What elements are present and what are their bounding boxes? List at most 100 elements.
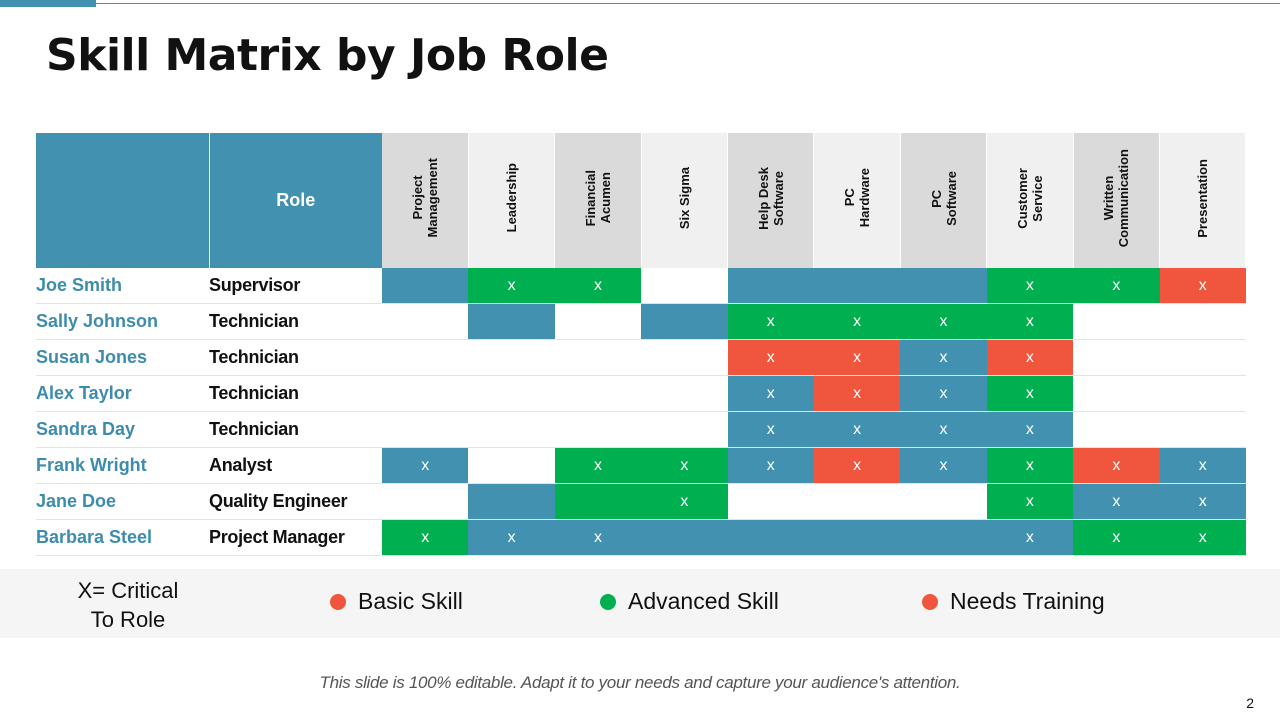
employee-role: Analyst — [209, 447, 382, 484]
skill-header-six-sigma: Six Sigma — [641, 133, 729, 268]
table-row: Alex Taylor Technician x x x x — [36, 375, 1246, 412]
skill-cell: x — [641, 483, 728, 520]
skill-cell: x — [986, 303, 1074, 340]
skill-cell — [382, 268, 469, 304]
employee-role: Quality Engineer — [209, 483, 382, 520]
employee-role: Project Manager — [209, 519, 382, 556]
skill-cell: x — [468, 519, 555, 556]
skill-cell — [1159, 303, 1246, 340]
skill-cell: x — [1073, 268, 1160, 304]
skill-cell — [382, 303, 469, 340]
legend-basic-label: Basic Skill — [358, 588, 463, 614]
header-row: Role Project Management Leadership Finan… — [36, 133, 1247, 268]
skill-cell — [1159, 339, 1246, 376]
skill-cell — [641, 519, 728, 556]
skill-cell: x — [1073, 447, 1160, 484]
employee-role: Technician — [209, 375, 382, 412]
skill-cell: x — [813, 339, 901, 376]
skill-cell — [900, 483, 987, 520]
table-row: Barbara Steel Project Manager x x x x x x — [36, 519, 1246, 556]
critical-note-text: X= Critical To Role — [77, 578, 179, 632]
skill-cell: x — [1159, 483, 1246, 520]
legend-band — [0, 569, 1280, 638]
skill-cell: x — [986, 447, 1074, 484]
skill-cell — [382, 339, 469, 376]
corner-header-cell — [36, 133, 210, 268]
role-column-header: Role — [209, 133, 382, 268]
legend-needs-training: Needs Training — [922, 588, 1105, 615]
skill-cell: x — [554, 268, 642, 304]
employee-name: Frank Wright — [36, 447, 209, 484]
skill-cell: x — [813, 303, 901, 340]
skill-cell: x — [554, 447, 642, 484]
employee-name: Alex Taylor — [36, 375, 209, 412]
employee-role: Technician — [209, 339, 382, 376]
employee-name: Sandra Day — [36, 411, 209, 448]
skill-cell: x — [382, 519, 469, 556]
skill-cell — [554, 483, 642, 520]
skill-cell: x — [727, 447, 814, 484]
legend-basic-skill: Basic Skill — [330, 588, 463, 615]
table-row: Jane Doe Quality Engineer x x x x — [36, 483, 1246, 520]
skill-cell — [468, 483, 555, 520]
skill-cell — [1073, 375, 1160, 412]
critical-note: X= Critical To Role — [58, 576, 198, 634]
skill-cell — [468, 447, 555, 484]
skill-cell: x — [813, 375, 901, 412]
skill-cell — [554, 303, 642, 340]
legend-dot-advanced — [600, 593, 616, 610]
top-accent-bar — [0, 0, 96, 7]
skill-header-project-management: Project Management — [382, 133, 469, 268]
skill-cell: x — [900, 375, 987, 412]
skill-matrix-table: Role Project Management Leadership Finan… — [36, 133, 1247, 556]
skill-header-financial-acumen: Financial Acumen — [554, 133, 642, 268]
skill-cell — [1073, 339, 1160, 376]
skill-cell: x — [986, 268, 1074, 304]
skill-cell — [813, 519, 901, 556]
legend-dot-training — [922, 593, 938, 610]
skill-cell: x — [813, 411, 901, 448]
skill-cell — [1073, 303, 1160, 340]
skill-cell: x — [1159, 268, 1246, 304]
skill-cell — [382, 483, 469, 520]
table-row: Susan Jones Technician x x x x — [36, 339, 1246, 376]
skill-header-help-desk-software: Help Desk Software — [727, 133, 815, 268]
skill-cell: x — [554, 519, 642, 556]
table-row: Joe Smith Supervisor x x x x x — [36, 268, 1246, 304]
employee-name: Susan Jones — [36, 339, 209, 376]
skill-header-customer-service: Customer Service — [986, 133, 1074, 268]
skill-cell: x — [727, 303, 814, 340]
skill-cell: x — [900, 303, 987, 340]
skill-cell — [1159, 375, 1246, 412]
employee-name: Sally Johnson — [36, 303, 209, 340]
employee-name: Joe Smith — [36, 268, 209, 304]
page-number: 2 — [1246, 695, 1254, 711]
skill-cell: x — [727, 375, 814, 412]
skill-cell — [641, 339, 728, 376]
skill-cell: x — [986, 519, 1074, 556]
table-row: Sally Johnson Technician x x x x — [36, 303, 1246, 340]
top-accent-line — [96, 3, 1280, 4]
skill-cell — [900, 268, 987, 304]
skill-header-pc-software: PC Software — [900, 133, 988, 268]
table-row: Sandra Day Technician x x x x — [36, 411, 1246, 448]
skill-cell — [554, 339, 642, 376]
skill-cell — [468, 375, 555, 412]
skill-cell — [468, 339, 555, 376]
skill-cell — [554, 375, 642, 412]
skill-cell: x — [813, 447, 901, 484]
skill-cell — [641, 411, 728, 448]
skill-header-pc-hardware: PC Hardware — [813, 133, 901, 268]
skill-cell: x — [1073, 483, 1160, 520]
skill-cell: x — [900, 447, 987, 484]
skill-cell: x — [1073, 519, 1160, 556]
employee-role: Technician — [209, 411, 382, 448]
skill-cell — [468, 303, 555, 340]
skill-cell — [1073, 411, 1160, 448]
skill-cell — [813, 268, 901, 304]
table-row: Frank Wright Analyst x x x x x x x x x — [36, 447, 1246, 484]
employee-role: Technician — [209, 303, 382, 340]
skill-cell: x — [641, 447, 728, 484]
skill-cell: x — [1159, 519, 1246, 556]
employee-role: Supervisor — [209, 268, 382, 304]
